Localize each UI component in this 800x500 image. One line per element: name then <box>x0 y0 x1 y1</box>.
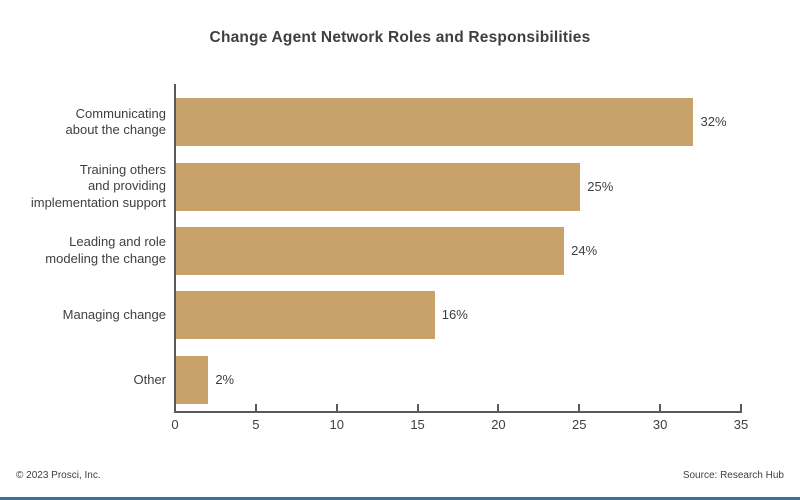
bottom-accent-bar <box>0 497 800 500</box>
bar <box>176 291 435 340</box>
footer-copyright: © 2023 Prosci, Inc. <box>16 470 101 481</box>
x-tick-label: 10 <box>329 417 344 432</box>
x-tick <box>416 404 419 411</box>
category-label: Managing change <box>62 307 166 323</box>
x-tick-label: 15 <box>410 417 425 432</box>
footer-source: Source: Research Hub <box>682 470 784 481</box>
category-label: Other <box>133 371 166 387</box>
x-tick <box>497 404 500 411</box>
category-label: Training others and providing implementa… <box>30 161 166 210</box>
bar <box>176 162 581 211</box>
category-label: Communicating about the change <box>65 105 166 138</box>
y-axis-line <box>174 84 176 413</box>
x-tick-label: 35 <box>733 417 749 432</box>
x-tick <box>578 404 581 411</box>
x-tick-label: 20 <box>491 417 506 432</box>
value-label: 25% <box>587 178 614 194</box>
value-label: 32% <box>700 114 727 130</box>
bar <box>176 98 694 147</box>
x-tick <box>659 404 662 411</box>
value-label: 2% <box>215 371 235 387</box>
x-tick-label: 25 <box>572 417 587 432</box>
x-axis-line <box>174 411 742 413</box>
x-tick <box>254 404 257 411</box>
x-tick <box>740 404 742 411</box>
value-label: 24% <box>571 243 598 258</box>
bar <box>176 227 565 275</box>
x-tick-label: 5 <box>252 417 260 432</box>
page-title: Change Agent Network Roles and Responsib… <box>209 29 591 46</box>
x-tick <box>335 404 338 411</box>
value-label: 16% <box>441 307 468 323</box>
x-tick-label: 0 <box>171 417 179 432</box>
category-label: Leading and role modeling the change <box>45 234 166 266</box>
bar <box>176 355 209 404</box>
x-tick <box>174 404 176 411</box>
x-tick-label: 30 <box>652 417 668 432</box>
